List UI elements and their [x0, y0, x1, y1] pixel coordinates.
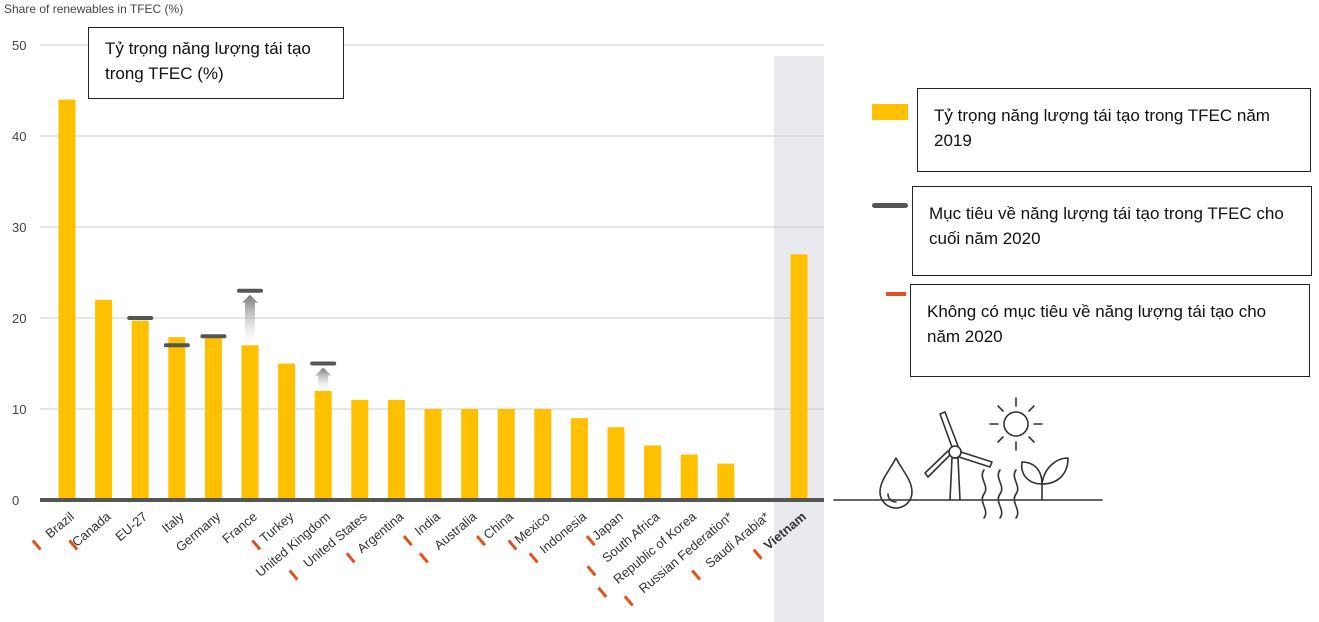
- bar: [241, 345, 259, 500]
- wind-turbine-icon: [924, 411, 993, 501]
- bar: [58, 99, 76, 500]
- x-tick-label: EU-27: [112, 509, 150, 544]
- bar: [790, 254, 808, 500]
- bar: [131, 320, 149, 500]
- y-tick-label: 30: [12, 220, 26, 235]
- bar: [95, 299, 113, 500]
- y-tick-label: 40: [12, 129, 26, 144]
- legend-swatch-target: [872, 203, 908, 208]
- bar: [387, 399, 405, 500]
- axis-title-callout: Tỷ trọng năng lượng tái tạo trong TFEC (…: [88, 27, 344, 99]
- no-target-marker: [288, 569, 299, 581]
- x-tick-label: Canada: [68, 508, 114, 551]
- target-gap-arrow: [242, 294, 258, 346]
- no-target-marker: [402, 535, 413, 547]
- water-drop-icon: [879, 457, 913, 509]
- legend-bar-label: Tỷ trọng năng lượng tái tạo trong TFEC n…: [917, 88, 1311, 172]
- no-target-marker: [752, 548, 763, 560]
- legend-swatch-bar: [872, 104, 908, 120]
- sun-icon: [989, 397, 1043, 451]
- x-tick-label: Brazil: [31, 509, 77, 551]
- legend-target-label: Mục tiêu về năng lượng tái tạo trong TFE…: [912, 186, 1312, 276]
- no-target-marker: [345, 552, 356, 564]
- renewables-illustration: [833, 397, 1103, 519]
- bar: [424, 409, 442, 500]
- bar: [497, 409, 515, 500]
- y-tick-label: 50: [12, 38, 26, 53]
- x-tick-label: Italy: [159, 508, 187, 535]
- bar: [351, 399, 369, 500]
- no-target-marker: [623, 595, 634, 607]
- bar: [717, 463, 735, 500]
- x-tick-text: Italy: [159, 508, 187, 535]
- bar: [168, 337, 186, 500]
- bar: [278, 363, 296, 500]
- no-target-marker: [528, 552, 539, 564]
- leaf-sprout-icon: [1020, 457, 1069, 501]
- bar: [204, 338, 222, 500]
- y-tick-label: 20: [12, 311, 26, 326]
- x-tick-text: China: [480, 508, 516, 542]
- no-target-marker: [68, 539, 79, 551]
- legend-swatch-no-target: [886, 292, 906, 296]
- no-target-marker: [507, 539, 518, 551]
- no-target-marker: [418, 552, 429, 564]
- no-target-marker: [691, 569, 702, 581]
- no-target-marker: [586, 565, 597, 577]
- no-target-marker: [475, 535, 486, 547]
- no-target-marker: [31, 539, 42, 551]
- x-tick-text: Canada: [69, 508, 114, 549]
- heat-waves-icon: [981, 469, 1019, 519]
- legend-no-target-label: Không có mục tiêu về năng lượng tái tạo …: [910, 284, 1310, 377]
- bar: [680, 454, 698, 500]
- no-target-marker: [585, 535, 596, 547]
- bar: [534, 409, 552, 500]
- axis-title-vi: Tỷ trọng năng lượng tái tạo trong TFEC (…: [105, 39, 311, 83]
- x-tick-text: EU-27: [112, 509, 150, 544]
- target-gap-arrow: [315, 367, 332, 391]
- no-target-marker: [251, 539, 262, 551]
- y-axis-title: Share of renewables in TFEC (%): [4, 2, 184, 16]
- bar: [314, 390, 332, 500]
- x-tick-text: Australia: [431, 508, 480, 552]
- bar: [570, 418, 588, 500]
- bar: [607, 427, 625, 500]
- y-tick-label: 0: [12, 493, 19, 508]
- y-tick-label: 10: [12, 402, 26, 417]
- no-target-marker: [597, 586, 608, 598]
- bar: [461, 409, 479, 500]
- bar: [644, 445, 662, 500]
